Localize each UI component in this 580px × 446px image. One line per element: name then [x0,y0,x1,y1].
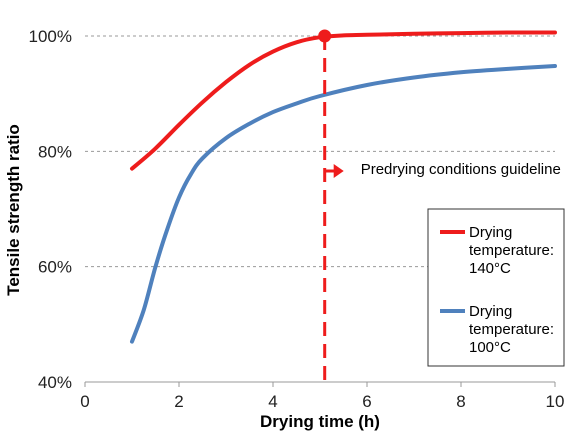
legend-box [427,208,565,367]
legend-label-140c-line3: 140°C [469,260,511,277]
legend: Drying temperature: 140°C Drying tempera… [427,208,565,367]
legend-label-140c-line2: temperature: [469,242,554,259]
series-line-100c [130,64,557,344]
y-axis-title: Tensile strength ratio [4,124,23,296]
x-tick-label: 8 [456,392,465,411]
y-tick-label: 100% [29,27,72,46]
series-line-140c [130,30,557,171]
x-tick-label: 6 [362,392,371,411]
x-tick-label: 2 [174,392,183,411]
x-tick-label: 10 [546,392,565,411]
legend-label-100c: Drying temperature: 100°C [469,303,558,356]
y-tick-label: 80% [38,142,72,161]
y-tick-labels: 40% 60% 80% 100% [29,27,72,392]
y-tick-label: 60% [38,258,72,277]
legend-label-140c-line1: Drying [469,224,512,241]
y-tick-label: 40% [38,373,72,392]
guideline-layer: Predrying conditions guideline [318,29,561,382]
legend-label-100c-line2: temperature: [469,321,554,338]
x-axis-title: Drying time (h) [260,412,380,431]
guideline-label: Predrying conditions guideline [361,161,561,178]
x-tick-labels: 0 2 4 6 8 10 [80,382,564,411]
x-tick-label: 4 [268,392,277,411]
x-tick-label: 0 [80,392,89,411]
legend-label-100c-line3: 100°C [469,339,511,356]
guideline-arrow-head [333,164,344,178]
series-layer [130,30,557,344]
legend-label-100c-line1: Drying [469,303,512,320]
legend-label-140c: Drying temperature: 140°C [469,224,558,277]
guideline-marker [318,29,332,43]
